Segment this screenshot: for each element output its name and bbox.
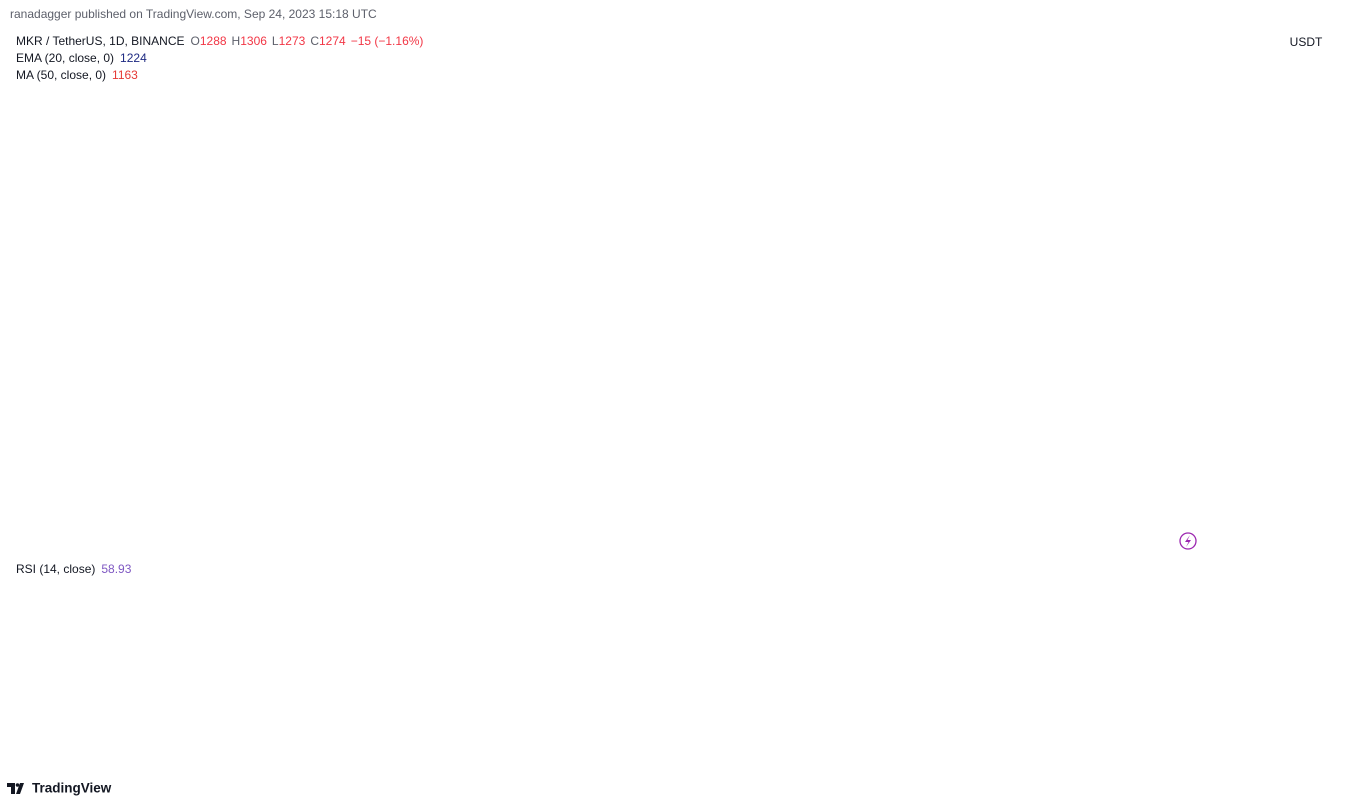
- alert-icon: [1179, 532, 1197, 550]
- unit-label: USDT: [1290, 35, 1323, 49]
- l-letter: L: [272, 34, 279, 48]
- ma-value: 1163: [112, 68, 138, 82]
- o-value: 1288: [200, 34, 227, 48]
- change: −15 (−1.16%): [351, 34, 424, 48]
- ma-name: MA (50, close, 0): [16, 68, 106, 82]
- brand: TradingView: [32, 781, 112, 796]
- h-value: 1306: [240, 34, 267, 48]
- rsi-name: RSI (14, close): [16, 562, 95, 576]
- legend-ma: MA (50, close, 0) 1163: [16, 68, 138, 82]
- c-letter: C: [310, 34, 319, 48]
- c-value: 1274: [319, 34, 346, 48]
- brand-logo: [7, 783, 24, 794]
- legend-ema: EMA (20, close, 0) 1224: [16, 51, 147, 65]
- o-letter: O: [191, 34, 200, 48]
- ema-name: EMA (20, close, 0): [16, 51, 114, 65]
- attribution: ranadagger published on TradingView.com,…: [10, 7, 377, 21]
- rsi-value: 58.93: [101, 562, 131, 576]
- legend-symbol: MKR / TetherUS, 1D, BINANCE O1288 H1306 L12…: [16, 34, 423, 48]
- symbol-title: MKR / TetherUS, 1D, BINANCE: [16, 34, 185, 48]
- legend-rsi: RSI (14, close) 58.93: [16, 562, 132, 576]
- h-letter: H: [232, 34, 241, 48]
- ema-value: 1224: [120, 51, 147, 65]
- l-value: 1273: [279, 34, 306, 48]
